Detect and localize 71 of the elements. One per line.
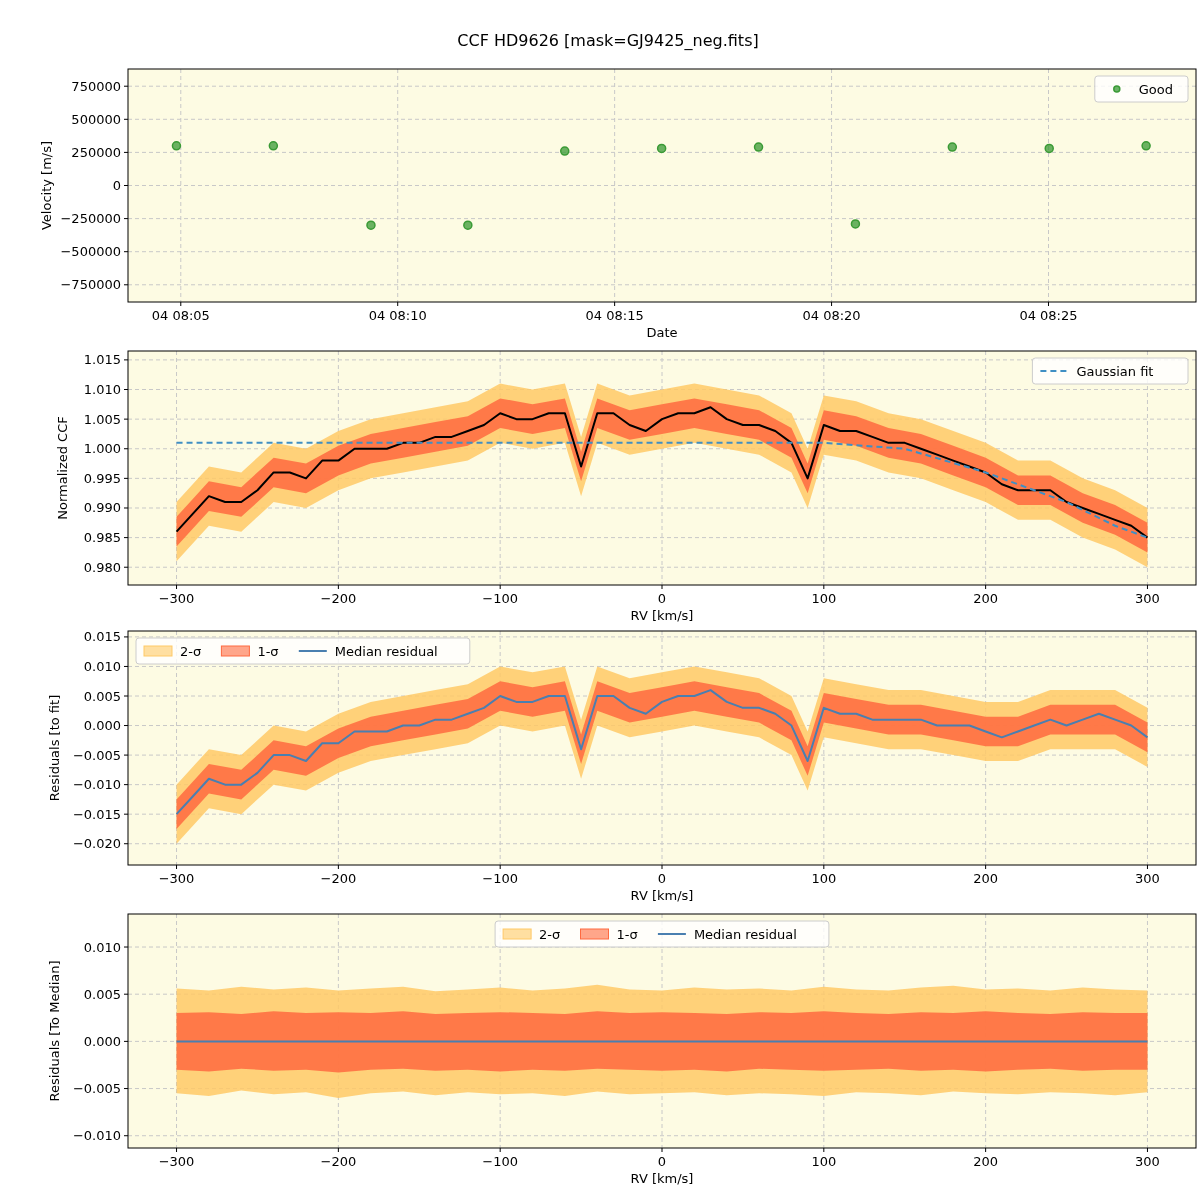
y-tick-label: −0.005 [72, 1081, 121, 1097]
y-tick-label: −0.015 [72, 806, 121, 822]
x-tick-label: −200 [320, 871, 357, 886]
y-tick-label: 0.015 [83, 629, 121, 645]
x-tick-label: 200 [973, 1154, 999, 1169]
x-tick-label: 04 08:20 [802, 308, 861, 323]
x-tick-label: 0 [657, 591, 667, 606]
x-tick-label: 04 08:25 [1019, 308, 1078, 323]
legend-label: Median residual [693, 927, 797, 942]
x-axis-title: RV [km/s] [630, 608, 694, 623]
x-tick-label: 100 [811, 871, 837, 886]
legend-label: 2-σ [180, 644, 202, 659]
x-tick-label: 300 [1135, 871, 1160, 886]
y-axis-title: Residuals [to fit] [46, 694, 62, 802]
x-tick-label: 100 [811, 591, 837, 606]
x-tick-label: −100 [482, 591, 519, 606]
y-tick-label: 0.010 [83, 658, 121, 674]
x-tick-label: 0 [657, 1154, 667, 1169]
y-tick-label: −0.010 [72, 777, 121, 793]
y-tick-label: 0.995 [83, 470, 121, 486]
x-tick-label: 0 [657, 871, 667, 886]
x-tick-label: 300 [1135, 1154, 1160, 1169]
x-tick-label: −200 [320, 591, 357, 606]
y-tick-label: 0.000 [83, 1033, 121, 1049]
legend-label: Good [1138, 82, 1174, 97]
y-tick-label: −250000 [60, 211, 121, 227]
x-tick-label: −100 [482, 1154, 519, 1169]
x-tick-label: −300 [158, 1154, 195, 1169]
y-tick-label: 500000 [71, 111, 121, 127]
y-tick-label: 250000 [71, 144, 121, 160]
x-tick-label: 200 [973, 591, 999, 606]
y-tick-label: −500000 [60, 244, 121, 260]
y-tick-label: 1.000 [83, 441, 121, 457]
y-tick-label: −0.020 [72, 836, 121, 852]
y-tick-label: 750000 [71, 78, 121, 94]
y-axis-title: Velocity [m/s] [38, 140, 54, 231]
y-tick-label: 0.985 [83, 530, 121, 546]
y-axis-title: Residuals [To Median] [46, 960, 62, 1102]
y-tick-label: 1.005 [83, 411, 121, 427]
y-tick-label: −0.010 [72, 1128, 121, 1144]
x-tick-label: −200 [320, 1154, 357, 1169]
x-tick-label: 04 08:15 [585, 308, 644, 323]
y-tick-label: 0.000 [83, 718, 121, 734]
y-tick-label: 0.980 [83, 559, 121, 575]
y-tick-label: −0.005 [72, 747, 121, 763]
x-axis-title: RV [km/s] [630, 888, 694, 903]
y-tick-label: 1.015 [83, 352, 121, 368]
legend-label: Median residual [334, 644, 438, 659]
y-tick-label: 0.990 [83, 500, 121, 516]
y-tick-label: 0.005 [83, 986, 121, 1002]
legend-label: 2-σ [539, 927, 561, 942]
y-tick-label: 0.005 [83, 688, 121, 704]
legend-label: Gaussian fit [1076, 364, 1154, 379]
y-tick-label: 0.010 [83, 939, 121, 955]
chart-title: CCF HD9626 [mask=GJ9425_neg.fits] [457, 31, 759, 51]
y-tick-label: −750000 [60, 277, 121, 293]
y-tick-label: 1.010 [83, 382, 121, 398]
x-tick-label: 100 [811, 1154, 837, 1169]
x-tick-label: −100 [482, 871, 519, 886]
y-tick-label: 0 [112, 178, 121, 193]
x-axis-title: Date [646, 325, 678, 340]
x-tick-label: 04 08:10 [368, 308, 427, 323]
x-tick-label: 04 08:05 [151, 308, 210, 323]
legend-label: 1-σ [616, 927, 638, 942]
x-tick-label: 200 [973, 871, 999, 886]
x-tick-label: 300 [1135, 591, 1160, 606]
x-axis-title: RV [km/s] [630, 1171, 694, 1186]
legend-label: 1-σ [257, 644, 279, 659]
x-tick-label: −300 [158, 871, 195, 886]
x-tick-label: −300 [158, 591, 195, 606]
y-axis-title: Normalized CCF [54, 416, 70, 520]
